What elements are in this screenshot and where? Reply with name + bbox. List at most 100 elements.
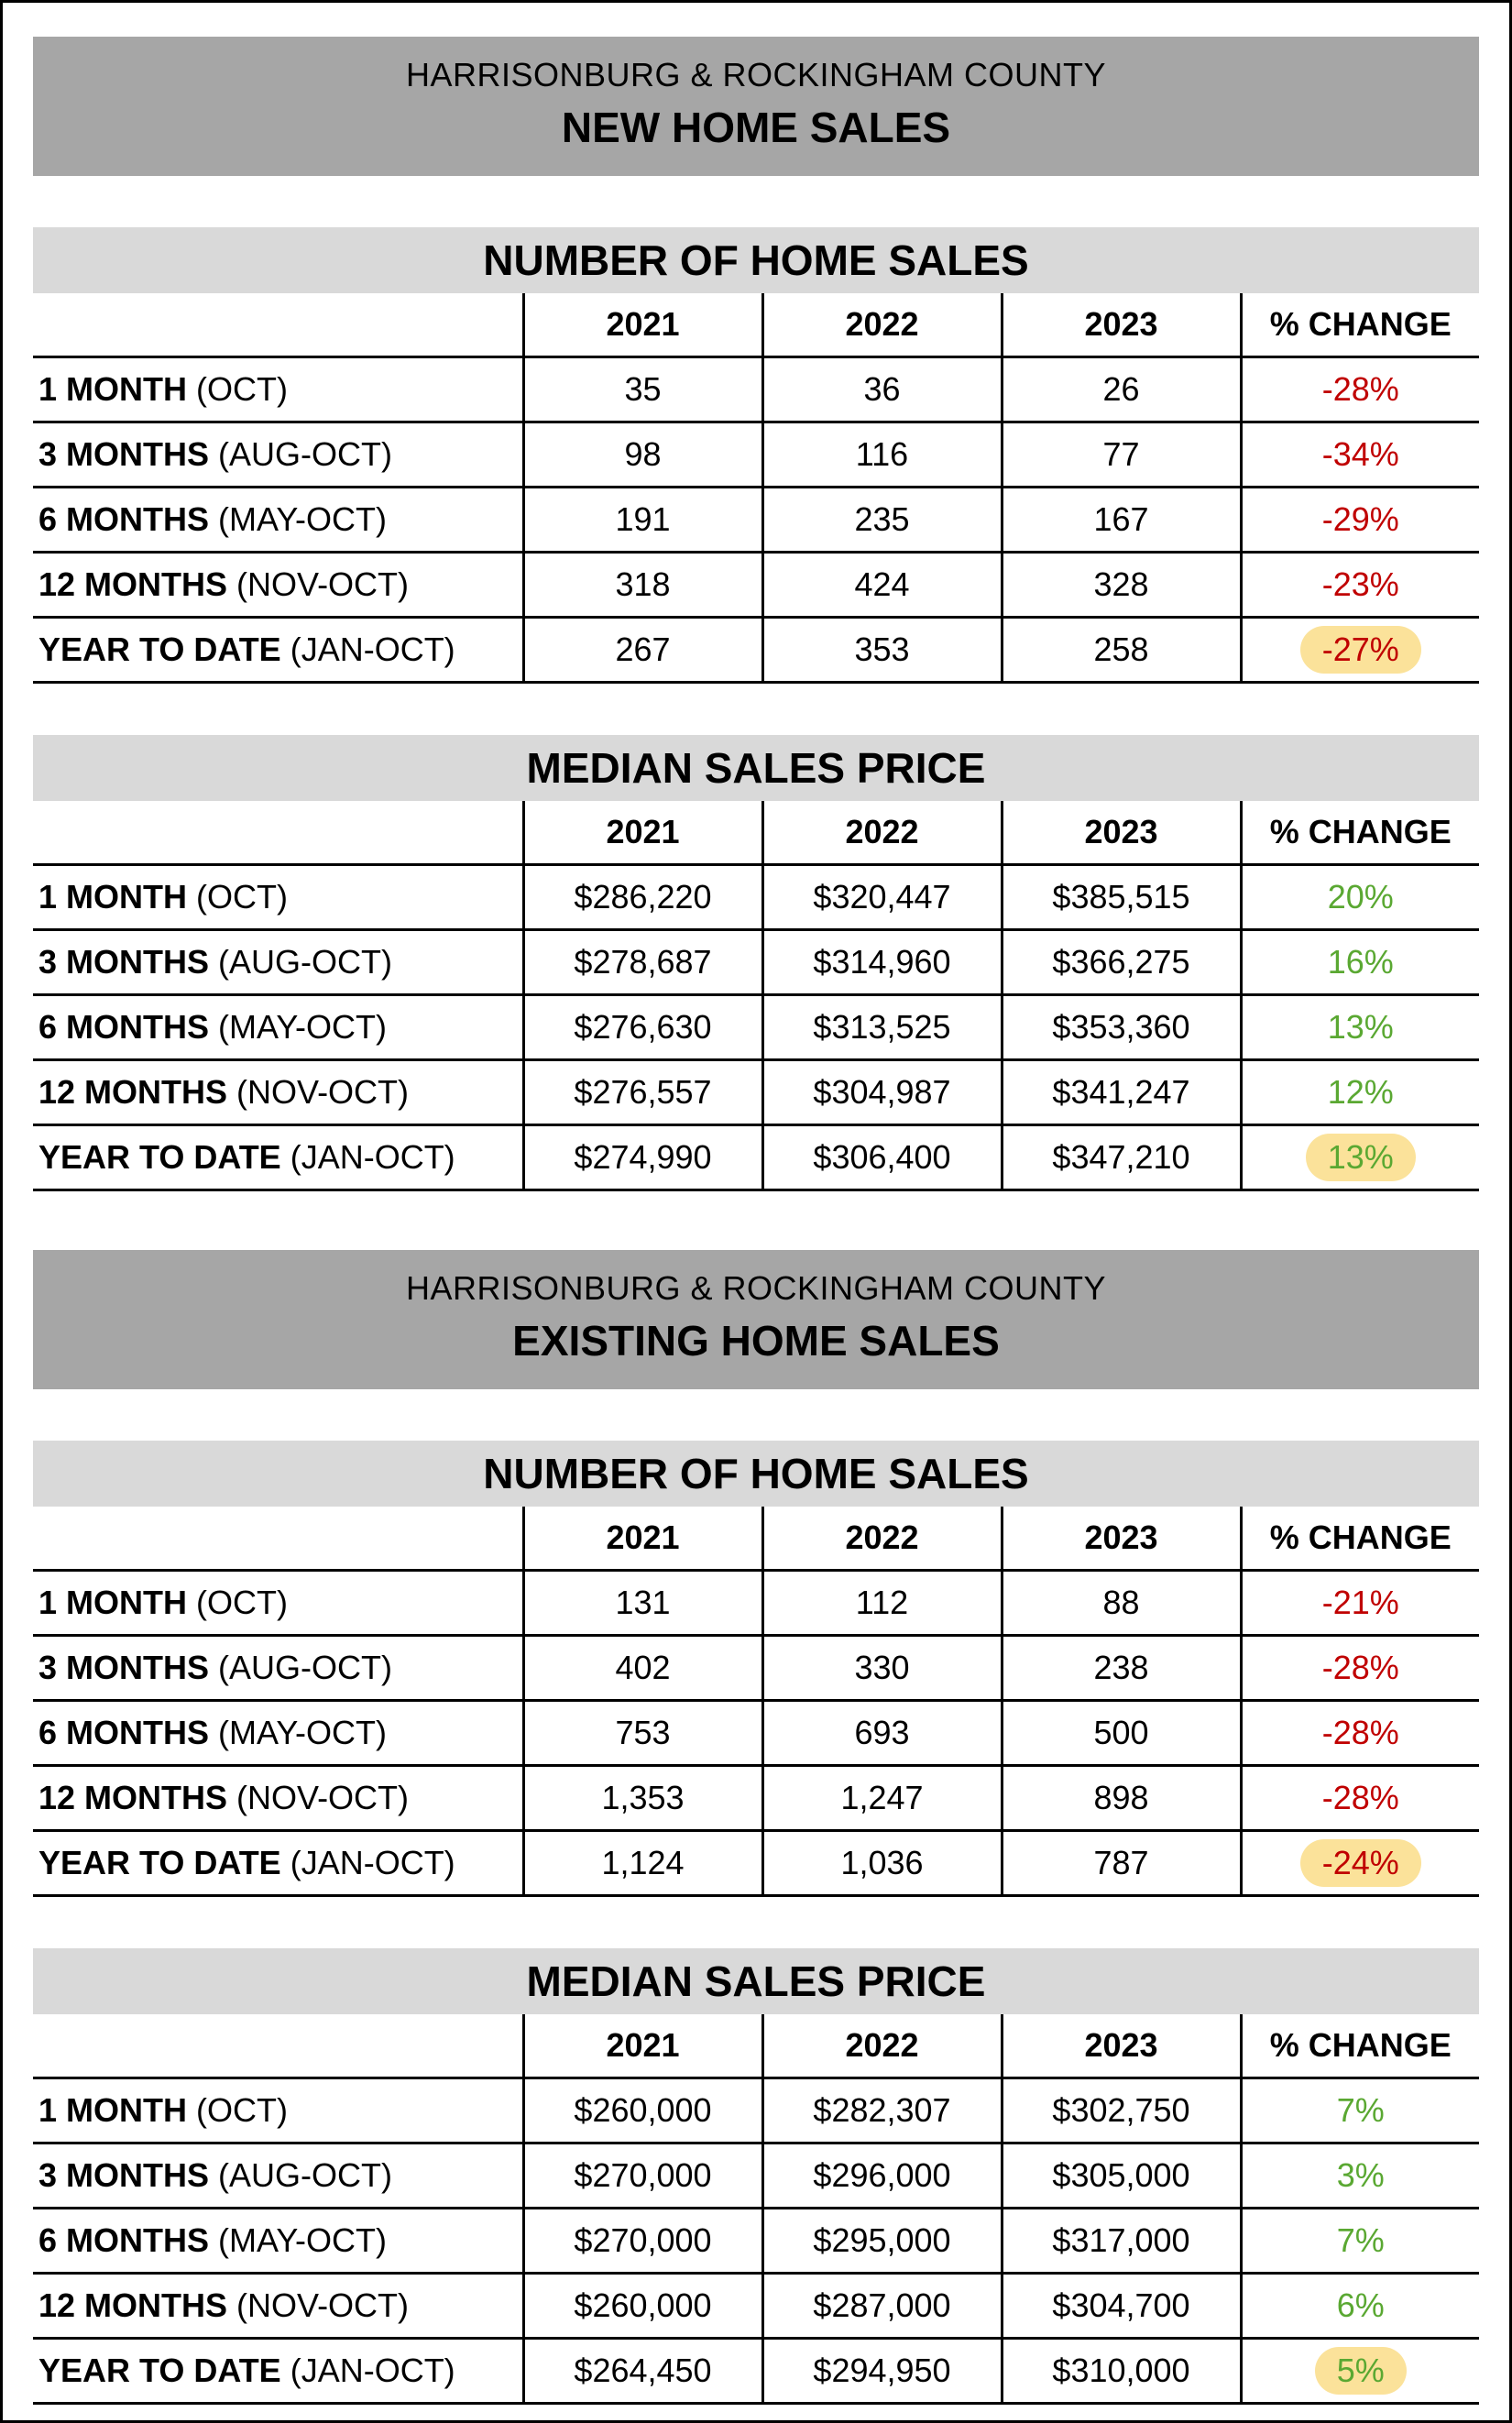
value-2021: 1,124 (521, 1830, 762, 1897)
row-label: YEAR TO DATE (JAN-OCT) (33, 2338, 523, 2405)
row-label: 3 MONTHS (AUG-OCT) (33, 1635, 523, 1702)
table-row-ytd: YEAR TO DATE (JAN-OCT) 1,124 1,036 787 -… (33, 1830, 1479, 1897)
header-row: 2021 2022 2023 % CHANGE (33, 1507, 1479, 1572)
value-2022: 693 (761, 1700, 1002, 1767)
percent-change: 12% (1239, 1059, 1479, 1126)
header-2021: 2021 (521, 801, 762, 866)
value-2021: $276,557 (521, 1059, 762, 1126)
row-label-range: (MAY-OCT) (209, 500, 388, 538)
percent-change: -28% (1239, 1700, 1479, 1767)
value-2022: 36 (761, 356, 1002, 423)
row-label: 1 MONTH (OCT) (33, 2078, 523, 2144)
row-label: YEAR TO DATE (JAN-OCT) (33, 1124, 523, 1191)
value-2023: 898 (1000, 1765, 1241, 1832)
row-label: 1 MONTH (OCT) (33, 356, 523, 423)
row-label-range: (JAN-OCT) (280, 1844, 455, 1881)
value-2023: 500 (1000, 1700, 1241, 1767)
value-2021: $260,000 (521, 2078, 762, 2144)
table-block: NUMBER OF HOME SALES 2021 2022 2023 % CH… (33, 1441, 1479, 1897)
table-row: 1 MONTH (OCT) 131 112 88 -21% (33, 1570, 1479, 1637)
table-row: 3 MONTHS (AUG-OCT) $270,000 $296,000 $30… (33, 2143, 1479, 2209)
banner-subtitle: HARRISONBURG & ROCKINGHAM COUNTY (405, 1269, 1107, 1307)
row-label-range: (OCT) (187, 370, 288, 408)
header-change: % CHANGE (1239, 293, 1479, 358)
value-2021: 1,353 (521, 1765, 762, 1832)
table-row: 1 MONTH (OCT) 35 36 26 -28% (33, 356, 1479, 423)
row-label-period: 12 MONTHS (38, 2286, 228, 2324)
row-label-range: (OCT) (187, 878, 288, 915)
table-row-ytd: YEAR TO DATE (JAN-OCT) $264,450 $294,950… (33, 2338, 1479, 2405)
value-2021: $276,630 (521, 994, 762, 1061)
row-label-range: (JAN-OCT) (280, 2352, 455, 2389)
row-label-range: (AUG-OCT) (209, 1649, 392, 1686)
header-change: % CHANGE (1239, 2014, 1479, 2079)
percent-change: -28% (1239, 356, 1479, 423)
row-label-period: 1 MONTH (38, 878, 187, 915)
value-2022: 1,247 (761, 1765, 1002, 1832)
row-label: 12 MONTHS (NOV-OCT) (33, 2273, 523, 2340)
value-2021: 98 (521, 422, 762, 488)
panel-banner: HARRISONBURG & ROCKINGHAM COUNTY NEW HOM… (33, 37, 1479, 176)
value-2021: 131 (521, 1570, 762, 1637)
header-change: % CHANGE (1239, 801, 1479, 866)
row-label-range: (NOV-OCT) (227, 2286, 410, 2324)
value-2021: $270,000 (521, 2143, 762, 2209)
value-2023: $304,700 (1000, 2273, 1241, 2340)
row-label: 6 MONTHS (MAY-OCT) (33, 1700, 523, 1767)
value-2023: 167 (1000, 487, 1241, 554)
row-label-range: (MAY-OCT) (209, 1714, 388, 1751)
table-row: 3 MONTHS (AUG-OCT) 98 116 77 -34% (33, 422, 1479, 488)
header-row: 2021 2022 2023 % CHANGE (33, 293, 1479, 358)
percent-change: 7% (1239, 2208, 1479, 2275)
value-2021: $260,000 (521, 2273, 762, 2340)
percent-change-cell: 13% (1239, 1124, 1479, 1191)
value-2022: 235 (761, 487, 1002, 554)
row-label-period: 1 MONTH (38, 2091, 187, 2129)
table-row: 1 MONTH (OCT) $286,220 $320,447 $385,515… (33, 864, 1479, 931)
data-table: 2021 2022 2023 % CHANGE 1 MONTH (OCT) 13… (33, 1507, 1479, 1897)
section-title: MEDIAN SALES PRICE (33, 735, 1479, 801)
value-2023: $341,247 (1000, 1059, 1241, 1126)
value-2021: 35 (521, 356, 762, 423)
table-row: 12 MONTHS (NOV-OCT) $276,557 $304,987 $3… (33, 1059, 1479, 1126)
value-2023: $302,750 (1000, 2078, 1241, 2144)
table-row: 12 MONTHS (NOV-OCT) 318 424 328 -23% (33, 552, 1479, 619)
header-2023: 2023 (1000, 801, 1241, 866)
header-2022: 2022 (761, 293, 1002, 358)
value-2022: $294,950 (761, 2338, 1002, 2405)
row-label: 12 MONTHS (NOV-OCT) (33, 552, 523, 619)
row-label-period: 12 MONTHS (38, 1073, 228, 1111)
value-2022: $306,400 (761, 1124, 1002, 1191)
value-2021: 318 (521, 552, 762, 619)
row-label-period: 1 MONTH (38, 1584, 187, 1621)
banner-title: NEW HOME SALES (561, 104, 951, 151)
row-label: 3 MONTHS (AUG-OCT) (33, 929, 523, 996)
header-blank (33, 1507, 523, 1572)
value-2023: 88 (1000, 1570, 1241, 1637)
table-row: 12 MONTHS (NOV-OCT) 1,353 1,247 898 -28% (33, 1765, 1479, 1832)
row-label: 3 MONTHS (AUG-OCT) (33, 2143, 523, 2209)
value-2023: $305,000 (1000, 2143, 1241, 2209)
row-label: 6 MONTHS (MAY-OCT) (33, 994, 523, 1061)
section-title: MEDIAN SALES PRICE (33, 1948, 1479, 2014)
row-label-period: 1 MONTH (38, 370, 187, 408)
row-label: 1 MONTH (OCT) (33, 1570, 523, 1637)
header-2021: 2021 (521, 2014, 762, 2079)
row-label-range: (NOV-OCT) (227, 565, 410, 603)
table-row: 3 MONTHS (AUG-OCT) 402 330 238 -28% (33, 1635, 1479, 1702)
percent-change-cell: -27% (1239, 617, 1479, 684)
value-2022: $313,525 (761, 994, 1002, 1061)
value-2023: 26 (1000, 356, 1241, 423)
percent-change: 16% (1239, 929, 1479, 996)
highlighted-percent-change: -24% (1299, 1839, 1421, 1887)
row-label-period: 3 MONTHS (38, 1649, 210, 1686)
percent-change: 3% (1239, 2143, 1479, 2209)
value-2023: $310,000 (1000, 2338, 1241, 2405)
table-row-ytd: YEAR TO DATE (JAN-OCT) $274,990 $306,400… (33, 1124, 1479, 1191)
value-2023: $385,515 (1000, 864, 1241, 931)
table-block: MEDIAN SALES PRICE 2021 2022 2023 % CHAN… (33, 735, 1479, 1191)
row-label: YEAR TO DATE (JAN-OCT) (33, 617, 523, 684)
value-2023: 238 (1000, 1635, 1241, 1702)
value-2021: 191 (521, 487, 762, 554)
panel-existing-home-sales: HARRISONBURG & ROCKINGHAM COUNTY EXISTIN… (33, 1250, 1479, 2405)
